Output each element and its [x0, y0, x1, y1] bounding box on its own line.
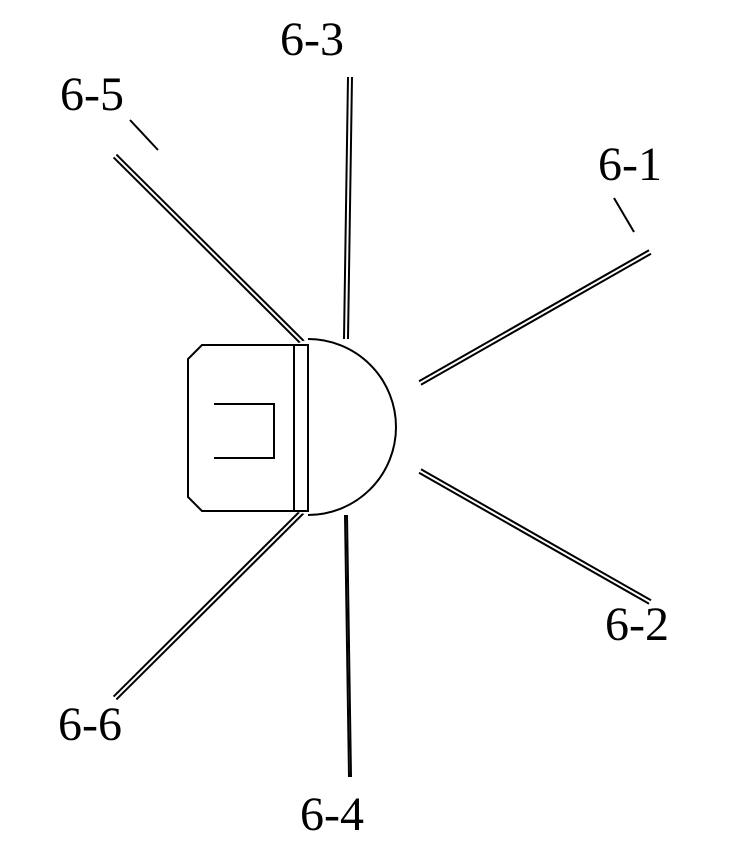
label-6-6: 6-6 — [58, 698, 122, 751]
diagram-canvas: 6-1 6-2 6-3 6-4 6-5 6-6 — [0, 0, 749, 854]
rod-5-a — [116, 155, 307, 345]
rod-3-b — [344, 77, 348, 339]
label-6-3: 6-3 — [280, 13, 344, 66]
leader-6-1 — [614, 198, 634, 232]
rod-1-a — [421, 254, 651, 385]
rod-2-a — [419, 473, 649, 604]
diagram-layer: 6-1 6-2 6-3 6-4 6-5 6-6 — [58, 13, 669, 841]
label-6-4: 6-4 — [300, 788, 364, 841]
body-fill — [188, 339, 396, 515]
label-6-5: 6-5 — [60, 68, 124, 121]
rod-2-b — [421, 469, 651, 600]
rod-6-a — [114, 507, 305, 697]
leader-6-5 — [130, 120, 158, 150]
rod-5-b — [114, 157, 305, 347]
rod-6-b — [116, 509, 307, 699]
label-6-1: 6-1 — [598, 138, 662, 191]
rod-3-a — [348, 77, 352, 339]
label-6-2: 6-2 — [605, 598, 669, 651]
rod-1-b — [419, 250, 649, 381]
